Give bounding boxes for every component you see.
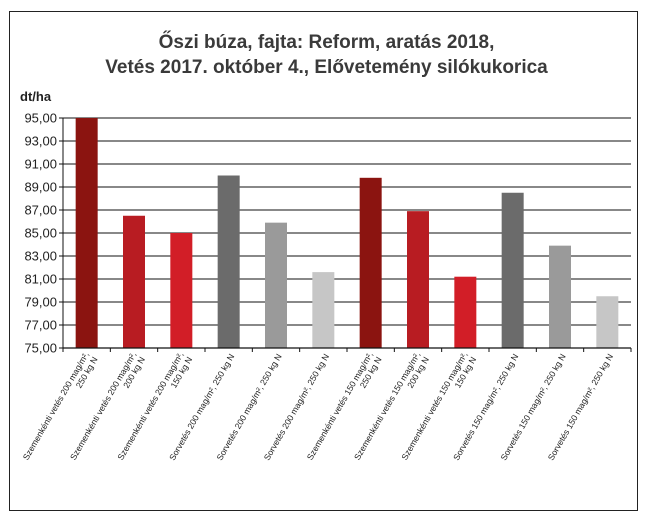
- bar: [265, 222, 287, 348]
- y-tick-label: 89,00: [24, 180, 57, 195]
- bar: [549, 245, 571, 348]
- bar: [359, 177, 382, 348]
- chart-title-line-2: Vetés 2017. október 4., Elővetemény siló…: [105, 57, 548, 78]
- bar: [170, 233, 193, 348]
- bar: [217, 175, 240, 348]
- bars: [75, 118, 619, 348]
- chart-frame: [9, 11, 638, 511]
- bar: [501, 192, 524, 348]
- gridlines: [59, 117, 631, 349]
- x-tick-labels: Szemenkénti vetés 200 mag/m²,250 kg NSze…: [21, 350, 615, 467]
- y-tick-label: 93,00: [24, 134, 57, 149]
- bar: [123, 215, 145, 348]
- x-tick-label: Szemenkénti vetés 200 mag/m²,250 kg N: [21, 350, 100, 467]
- y-tick-labels: 75,00 77,00 79,00 81,00 83,00 85,00 87,00 89,00…: [24, 111, 57, 356]
- y-tick-label: 85,00: [24, 226, 57, 241]
- y-axis-label: dt/ha: [20, 89, 52, 104]
- y-tick-label: 87,00: [24, 203, 57, 218]
- chart-title-line-1: Őszi búza, fajta: Reform, aratás 2018,: [158, 32, 495, 53]
- bar: [407, 211, 429, 348]
- y-tick-label: 83,00: [24, 249, 57, 264]
- y-tick-label: 91,00: [24, 157, 57, 172]
- y-tick-label: 79,00: [24, 295, 57, 310]
- axes: [62, 118, 632, 352]
- bar: [75, 118, 98, 348]
- chart-title: Őszi búza, fajta: Reform, aratás 2018, V…: [0, 30, 653, 80]
- y-tick-label: 77,00: [24, 318, 57, 333]
- y-tick-label: 81,00: [24, 272, 57, 287]
- bar: [312, 272, 335, 348]
- y-tick-label: 75,00: [24, 341, 57, 356]
- x-tick-label-text: Szemenkénti vetés 200 mag/m²,250 kg N: [21, 350, 100, 467]
- y-tick-label: 95,00: [24, 111, 57, 126]
- bar: [596, 296, 619, 348]
- bar: [454, 276, 477, 348]
